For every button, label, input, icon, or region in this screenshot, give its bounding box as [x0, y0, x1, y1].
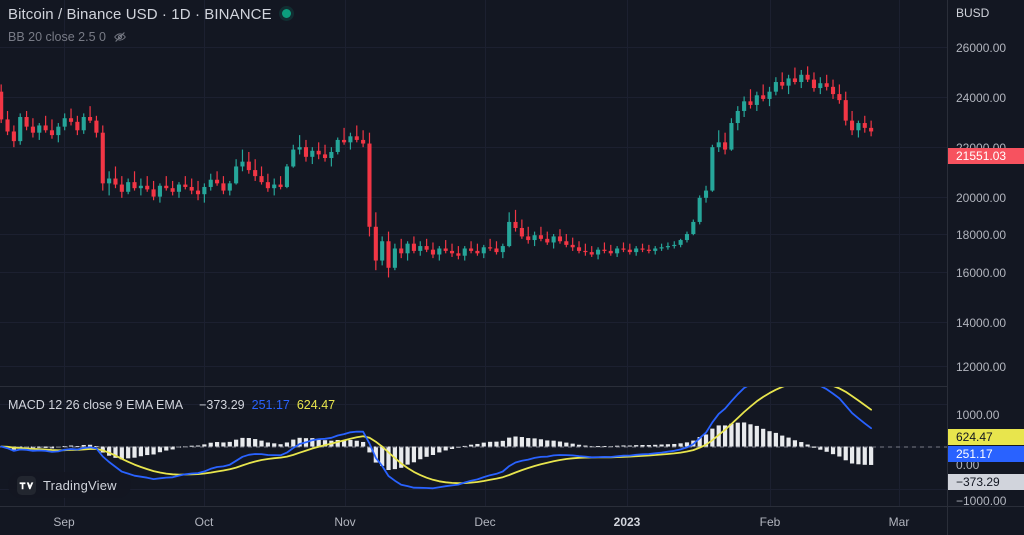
price-pane[interactable]: [0, 0, 947, 386]
tradingview-mark-icon: [17, 475, 36, 495]
time-tick-label: Nov: [334, 515, 356, 529]
time-scale-separator: [947, 507, 948, 535]
time-scale[interactable]: Sep Oct Nov Dec 2023 Feb Mar: [0, 506, 1024, 535]
time-tick-label: Sep: [53, 515, 75, 529]
price-tick-label: 14000.00: [956, 316, 1007, 330]
time-tick-label: Feb: [759, 515, 781, 529]
macd-histogram-badge[interactable]: −373.29: [948, 474, 1024, 490]
macd-indicator-chart: [0, 387, 947, 506]
time-tick-label: Mar: [888, 515, 910, 529]
price-scale-currency: BUSD: [956, 6, 990, 20]
macd-line-badge[interactable]: 251.17: [948, 446, 1024, 462]
price-tick-label: 18000.00: [956, 228, 1007, 242]
time-tick-label: 2023: [613, 515, 641, 529]
last-price-badge[interactable]: 21551.03: [948, 148, 1024, 164]
price-tick-label: 26000.00: [956, 41, 1007, 55]
macd-pane[interactable]: [0, 387, 947, 506]
price-tick-label: 24000.00: [956, 91, 1007, 105]
price-tick-label: 20000.00: [956, 191, 1007, 205]
tradingview-logo[interactable]: TradingView: [8, 472, 131, 498]
price-tick-label: 12000.00: [956, 360, 1007, 374]
time-tick-label: Oct: [194, 515, 214, 529]
macd-signal-badge[interactable]: 624.47: [948, 429, 1024, 445]
macd-tick-label: −1000.00: [956, 494, 1007, 508]
macd-tick-label: 1000.00: [956, 408, 1000, 422]
candlestick-chart: [0, 0, 947, 386]
tradingview-logo-text: TradingView: [43, 477, 117, 493]
price-tick-label: 16000.00: [956, 266, 1007, 280]
time-tick-label: Dec: [474, 515, 496, 529]
pane-divider[interactable]: [0, 386, 947, 387]
price-scale[interactable]: BUSD 26000.0024000.0022000.0020000.00180…: [947, 0, 1024, 508]
